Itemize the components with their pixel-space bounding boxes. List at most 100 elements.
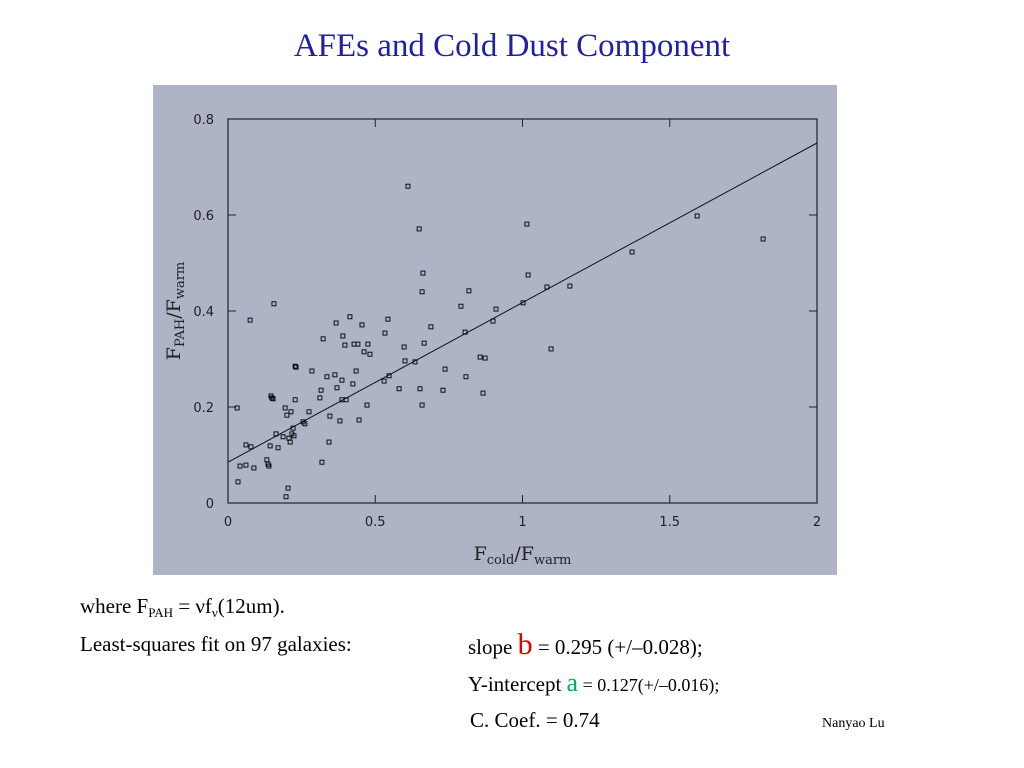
point bbox=[332, 372, 338, 378]
point bbox=[442, 366, 448, 372]
plot-background bbox=[153, 85, 837, 575]
point bbox=[365, 341, 371, 347]
fit-line bbox=[227, 142, 818, 463]
note-text: slope bbox=[468, 635, 518, 659]
point bbox=[273, 431, 279, 437]
note-text: Least-squares fit on 97 galaxies: bbox=[80, 632, 352, 656]
y-tick-label: 0.2 bbox=[193, 401, 214, 416]
point bbox=[235, 479, 241, 485]
point bbox=[480, 390, 486, 396]
point bbox=[493, 306, 499, 312]
point bbox=[266, 463, 272, 469]
slope-symbol: b bbox=[517, 628, 533, 661]
label-text: /F bbox=[163, 299, 185, 319]
note-sub: ν bbox=[211, 605, 218, 620]
point bbox=[291, 433, 297, 439]
point bbox=[282, 405, 288, 411]
point bbox=[271, 301, 277, 307]
x-tick-label: 1.5 bbox=[659, 515, 680, 530]
point bbox=[347, 314, 353, 320]
author: Nanyao Lu bbox=[822, 716, 885, 731]
point bbox=[567, 283, 573, 289]
label-text: F bbox=[474, 543, 487, 565]
point bbox=[462, 329, 468, 335]
ylabel-label: FPAH/Fwarm bbox=[163, 262, 188, 360]
point bbox=[339, 377, 345, 383]
slope-line: slope b = 0.295 (+/–0.028); bbox=[468, 628, 703, 662]
point bbox=[419, 289, 425, 295]
point bbox=[288, 409, 294, 415]
point bbox=[359, 322, 365, 328]
point bbox=[267, 443, 273, 449]
label-subscript: cold bbox=[487, 553, 515, 568]
point bbox=[237, 463, 243, 469]
point bbox=[428, 324, 434, 330]
point bbox=[340, 333, 346, 339]
label-text: /F bbox=[514, 543, 534, 565]
point bbox=[317, 395, 323, 401]
chart: 0 0.5 1 1.5 200.20.40.60.8Fcold/FwarmFPAH/Fw… bbox=[153, 85, 837, 575]
x-tick-label: 2 bbox=[813, 515, 821, 530]
point bbox=[334, 385, 340, 391]
note-text: = 0.295 (+/–0.028); bbox=[532, 635, 703, 659]
point bbox=[525, 272, 531, 278]
point bbox=[629, 249, 635, 255]
note-text: Y-intercept bbox=[468, 672, 567, 696]
point bbox=[283, 494, 289, 500]
point bbox=[280, 434, 286, 440]
point bbox=[477, 354, 483, 360]
point bbox=[420, 270, 426, 276]
xlabel-label: Fcold/Fwarm bbox=[474, 543, 572, 568]
point bbox=[405, 183, 411, 189]
point bbox=[306, 409, 312, 415]
point bbox=[524, 221, 530, 227]
point bbox=[248, 444, 254, 450]
point bbox=[402, 358, 408, 364]
point bbox=[490, 318, 496, 324]
point bbox=[234, 405, 240, 411]
point bbox=[302, 421, 308, 427]
note-sub: PAH bbox=[148, 605, 174, 620]
point bbox=[396, 386, 402, 392]
point bbox=[355, 341, 361, 347]
point bbox=[309, 368, 315, 374]
x-tick-label: 0.5 bbox=[365, 515, 386, 530]
point bbox=[292, 363, 298, 369]
point bbox=[417, 386, 423, 392]
y-tick-label: 0 bbox=[206, 497, 214, 512]
point bbox=[247, 317, 253, 323]
point bbox=[287, 439, 293, 445]
x-tick-label: 0 bbox=[224, 515, 232, 530]
point bbox=[412, 359, 418, 365]
slide-title: AFEs and Cold Dust Component bbox=[293, 28, 731, 64]
point bbox=[319, 459, 325, 465]
point bbox=[760, 236, 766, 242]
point bbox=[364, 402, 370, 408]
point bbox=[293, 364, 299, 370]
point bbox=[333, 320, 339, 326]
point bbox=[520, 300, 526, 306]
point bbox=[421, 340, 427, 346]
y-tick-label: 0.4 bbox=[193, 305, 214, 320]
point bbox=[381, 378, 387, 384]
point bbox=[269, 395, 275, 401]
point bbox=[482, 355, 488, 361]
point bbox=[463, 374, 469, 380]
point bbox=[367, 351, 373, 357]
point bbox=[318, 387, 324, 393]
label-subscript: warm bbox=[173, 262, 188, 299]
label-subscript: warm bbox=[534, 553, 571, 568]
note-text: = νf bbox=[173, 594, 212, 618]
point bbox=[327, 413, 333, 419]
point bbox=[385, 316, 391, 322]
point bbox=[270, 396, 276, 402]
note-line: where FPAH = νfν(12um). bbox=[80, 594, 285, 621]
point bbox=[292, 397, 298, 403]
note-text: (12um). bbox=[217, 594, 285, 618]
point bbox=[353, 368, 359, 374]
label-text: F bbox=[163, 347, 185, 360]
point bbox=[356, 417, 362, 423]
note-text: C. Coef. = 0.74 bbox=[470, 708, 600, 732]
label-subscript: PAH bbox=[173, 319, 188, 347]
